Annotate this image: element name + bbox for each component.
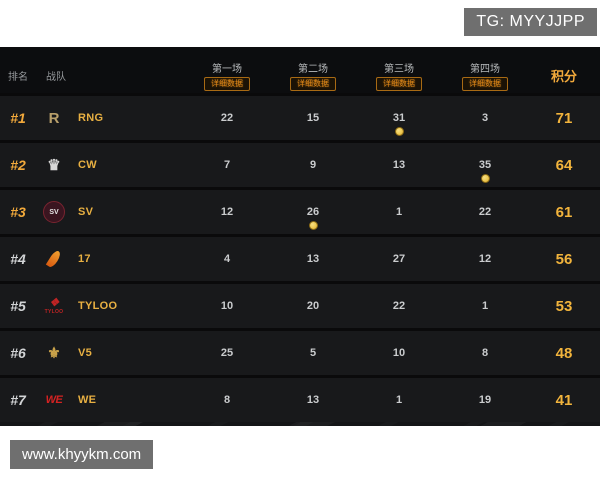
match-score-cell: 1 [395,394,403,406]
team-logo-glyph: ♛ [47,156,61,174]
match-score-cell: 22 [392,300,406,312]
points-value: 71 [555,109,573,127]
leaderboard-header-row: 排名 战队 第一场 详细数据 第二场 详细数据 第三场 详细数据 第四场 详细数… [0,47,600,93]
match-score-cell: 26 [270,206,356,230]
top-score-medal-icon [481,174,490,183]
leaderboard-rows: #1 R RNG 22 15 31 3 71 #2 ♛ CW 7 9 13 35… [0,93,600,422]
match-name-label: 第二场 [298,63,328,75]
rank-label: #1 [10,110,26,126]
match-score-cell: 5 [309,347,317,359]
match-score-cell: 13 [306,253,320,265]
match-score-cell: 13 [306,394,320,406]
match-score-cell: 4 [223,253,231,265]
points-value: 48 [555,344,573,362]
rank-label: #5 [10,298,26,314]
match-score-cell: 12 [220,206,234,218]
match-score-cell: 9 [309,159,317,171]
detail-data-badge[interactable]: 详细数据 [290,76,336,91]
match-score-cell: 13 [392,159,406,171]
match-name-label: 第三场 [384,63,414,75]
match-column-header: 第二场 详细数据 [270,60,356,91]
team-logo-icon: SV [36,190,72,234]
match-score-cell: 22 [478,206,492,218]
rank-label: #7 [10,392,26,408]
match-score-cell: 31 [356,112,442,136]
detail-data-badge[interactable]: 详细数据 [376,76,422,91]
team-logo-subtext: TYLOO [44,308,64,315]
match-score-cell: 15 [306,112,320,124]
match-score-cell: 3 [481,112,489,124]
website-watermark-label: www.khyykm.com [10,440,154,469]
team-logo-flame-shape [45,249,63,269]
rank-label: #4 [10,251,26,267]
match-column-header: 第三场 详细数据 [356,60,442,91]
points-value: 56 [555,250,573,268]
team-name: TYLOO [78,300,118,312]
table-row: #2 ♛ CW 7 9 13 35 64 [0,140,600,187]
match-score-cell: 8 [223,394,231,406]
team-logo-icon [36,237,72,281]
match-score-cell: 25 [220,347,234,359]
match-score-cell: 1 [395,206,403,218]
points-value: 41 [555,391,573,409]
team-logo-icon: ♛ [36,143,72,187]
points-value: 64 [555,156,573,174]
team-logo-icon: ❖ TYLOO [36,284,72,328]
match-score-cell: 35 [442,159,528,183]
team-name: WE [78,394,97,406]
team-name: CW [78,159,97,171]
table-row: #6 ⚜ V5 25 5 10 8 48 [0,328,600,375]
rank-label: #6 [10,345,26,361]
match-score-cell: 8 [481,347,489,359]
team-logo-glyph: WE [45,393,63,406]
match-score-cell: 10 [220,300,234,312]
match-score-cell: 27 [392,253,406,265]
match-score-cell: 7 [223,159,231,171]
table-row: #5 ❖ TYLOO TYLOO 10 20 22 1 53 [0,281,600,328]
top-score-medal-icon [309,221,318,230]
rank-label: #2 [10,157,26,173]
table-row: #4 17 4 13 27 12 56 [0,234,600,281]
table-row: #3 SV SV 12 26 1 22 61 [0,187,600,234]
match-name-label: 第一场 [212,63,242,75]
leaderboard-panel: 排名 战队 第一场 详细数据 第二场 详细数据 第三场 详细数据 第四场 详细数… [0,47,600,426]
match-column-header: 第四场 详细数据 [442,60,528,91]
points-value: 53 [555,297,573,315]
match-score-cell: 22 [220,112,234,124]
team-name: 17 [78,253,91,265]
team-logo-glyph: R [48,109,60,127]
team-logo-glyph: ❖ [49,296,59,309]
match-column-header: 第一场 详细数据 [184,60,270,91]
team-logo-icon: R [36,96,72,140]
team-logo-icon: WE [36,378,72,422]
detail-data-badge[interactable]: 详细数据 [204,76,250,91]
team-logo-icon: ⚜ [36,331,72,375]
points-value: 61 [555,203,573,221]
table-row: #7 WE WE 8 13 1 19 41 [0,375,600,422]
team-logo-glyph: ⚜ [47,344,61,362]
match-score-cell: 1 [481,300,489,312]
team-column-header: 战队 [46,71,66,83]
telegram-watermark-label: TG: MYYJJPP [464,8,597,36]
team-name: SV [78,206,94,218]
match-score-cell: 19 [478,394,492,406]
rank-label: #3 [10,204,26,220]
rank-column-header: 排名 [8,71,28,83]
team-logo-glyph: SV [43,201,65,223]
match-score-cell: 12 [478,253,492,265]
match-score-cell: 10 [392,347,406,359]
detail-data-badge[interactable]: 详细数据 [462,76,508,91]
match-score-cell: 20 [306,300,320,312]
team-name: RNG [78,112,104,124]
team-name: V5 [78,347,93,359]
top-score-medal-icon [395,127,404,136]
points-column-header: 积分 [550,68,577,84]
match-name-label: 第四场 [470,63,500,75]
table-row: #1 R RNG 22 15 31 3 71 [0,93,600,140]
